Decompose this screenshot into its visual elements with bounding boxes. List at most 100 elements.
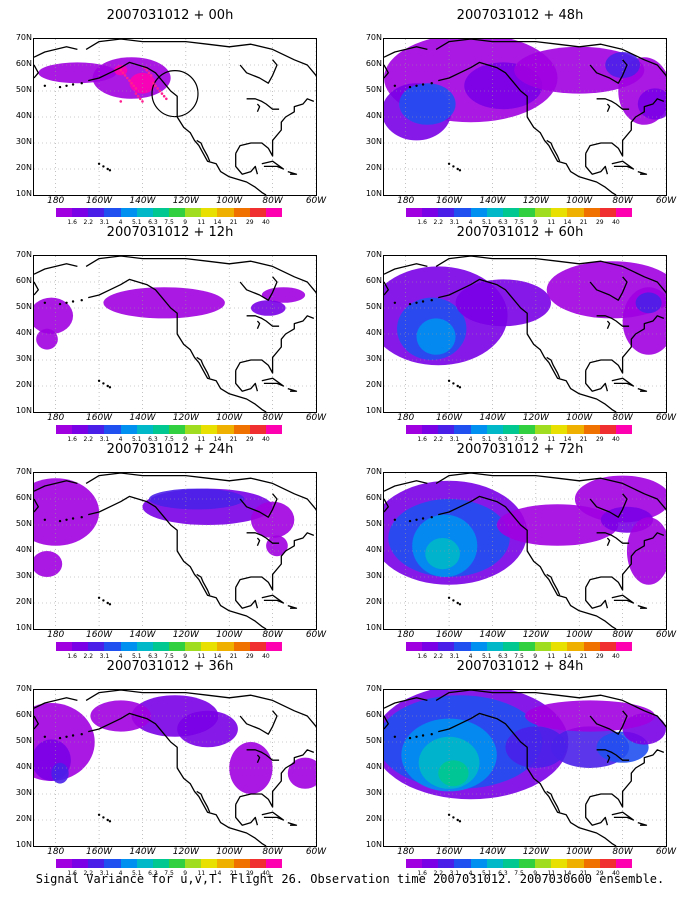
colorbar-label: 5.1 [481, 653, 492, 660]
colorbar-label: 29 [595, 653, 604, 660]
longitude-tick-label: 120W [172, 196, 199, 206]
island-outline [421, 734, 425, 737]
island-outline [97, 813, 101, 816]
colorbar-swatch [201, 208, 218, 217]
coastline [435, 473, 666, 525]
coastline [196, 573, 211, 596]
island-outline [456, 818, 459, 822]
variance-region [177, 710, 238, 748]
colorbar-swatch [599, 859, 616, 868]
island-outline [408, 519, 412, 523]
coastline [261, 811, 285, 821]
island-outline [415, 518, 418, 521]
variance-map [34, 39, 316, 195]
colorbar-swatch [120, 642, 137, 651]
colorbar-label: 6.3 [498, 870, 508, 877]
panel-title: 2007031012 + 12h [106, 225, 234, 240]
longitude-tick-label: 60W [655, 196, 677, 206]
colorbar-label: 21 [579, 653, 588, 660]
colorbar-label: 14 [563, 436, 572, 443]
coastline [34, 46, 78, 58]
island-outline [408, 736, 412, 740]
island-outline [393, 84, 397, 87]
island-outline [71, 734, 75, 737]
latitude-tick-label: 40N [365, 762, 382, 771]
coastline [637, 604, 648, 609]
panel-title: 2007031012 + 60h [456, 225, 584, 240]
longitude-tick-label: 120W [522, 847, 549, 857]
colorbar-label: 3.1 [99, 653, 110, 660]
colorbar-label: 40 [612, 870, 620, 877]
colorbar-label: 1.6 [67, 653, 77, 660]
colorbar-label: 21 [579, 870, 588, 877]
colorbar-label: 40 [262, 436, 270, 443]
coastline [438, 278, 617, 412]
colorbar-swatch [152, 642, 169, 651]
island-outline [430, 299, 433, 302]
latitude-tick-label: 50N [365, 736, 382, 745]
coastline [585, 587, 609, 609]
coastline [235, 804, 259, 826]
coastline [239, 59, 278, 84]
colorbar-label: 1.6 [417, 436, 427, 443]
colorbar-label: 9 [533, 870, 538, 877]
colorbar-label: 29 [595, 436, 604, 443]
longitude-tick-label: 60W [305, 847, 327, 857]
colorbar-label: 7.5 [514, 653, 524, 660]
colorbar-swatch [406, 859, 423, 868]
longitude-tick-label: 60W [655, 630, 677, 640]
longitude-tick-label: 160W [86, 196, 113, 206]
latitude-tick-label: 60N [15, 710, 32, 719]
coastline [438, 712, 617, 846]
colorbar-swatch [136, 642, 153, 651]
colorbar-swatch [249, 859, 266, 868]
observation-point [119, 100, 123, 103]
colorbar-label: 3.1 [449, 653, 460, 660]
island-outline [58, 302, 62, 306]
colorbar-label: 3.1 [449, 436, 460, 443]
colorbar-swatch [454, 642, 471, 651]
colorbar-label: 2.2 [433, 436, 444, 443]
longitude-tick-label: 180 [397, 847, 415, 857]
colorbar-label: 6.3 [148, 870, 158, 877]
colorbar-label: 14 [213, 436, 222, 443]
latitude-tick-label: 60N [365, 59, 382, 68]
colorbar-swatch [454, 425, 471, 434]
colorbar-swatch [233, 859, 250, 868]
colorbar-label: 6.3 [498, 219, 508, 226]
observation-point [121, 71, 125, 75]
colorbar-swatch [88, 425, 105, 434]
coastline [256, 537, 261, 547]
observation-point [154, 84, 157, 88]
colorbar-swatch [185, 859, 202, 868]
colorbar-label: 2.2 [83, 219, 94, 226]
latitude-tick-label: 10N [15, 840, 32, 849]
variance-map [34, 690, 316, 846]
figure-caption: Signal Variance for u,v,T. Flight 26. Ob… [35, 872, 665, 886]
longitude-tick-label: 80W [612, 847, 633, 857]
island-outline [43, 518, 47, 521]
colorbar-swatch [518, 859, 536, 868]
colorbar [56, 642, 282, 651]
colorbar-swatch [502, 208, 519, 217]
coastline [611, 811, 635, 821]
colorbar-swatch [599, 208, 616, 217]
coastline [435, 39, 666, 91]
colorbar-label: 21 [229, 653, 238, 660]
map-panel-24h: 2007031012 + 24h 70N 60N 50N 40N 30N 20N 10N 18… [0, 442, 340, 660]
latitude-tick-label: 40N [15, 328, 32, 337]
map-frame [33, 38, 317, 196]
island-outline [456, 601, 459, 605]
coastline [246, 532, 280, 544]
coastline [585, 370, 609, 392]
colorbar-swatch [233, 425, 250, 434]
latitude-tick-label: 20N [365, 814, 382, 823]
latitude-tick-label: 60N [365, 493, 382, 502]
coastline [235, 153, 259, 175]
variance-region [34, 551, 63, 577]
colorbar-swatch [265, 642, 282, 651]
island-outline [80, 733, 83, 736]
longitude-tick-label: 160W [436, 630, 463, 640]
latitude-tick-label: 70N [15, 467, 32, 476]
colorbar-label: 40 [262, 870, 270, 877]
